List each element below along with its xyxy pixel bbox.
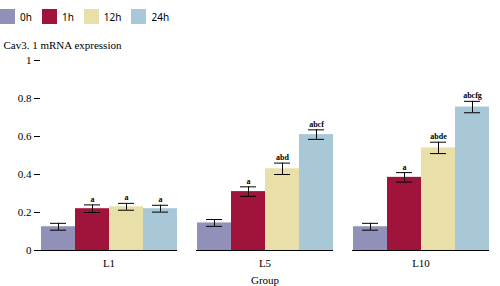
svg-text:abd: abd — [276, 153, 289, 162]
svg-text:0.4: 0.4 — [18, 168, 32, 180]
svg-text:1: 1 — [26, 54, 32, 66]
svg-text:a: a — [403, 163, 407, 172]
svg-text:a: a — [247, 177, 251, 186]
svg-text:Cav3. 1 mRNA expression: Cav3. 1 mRNA expression — [4, 39, 122, 51]
svg-text:L5: L5 — [259, 257, 272, 269]
svg-text:abcfg: abcfg — [463, 91, 482, 100]
svg-text:0.8: 0.8 — [18, 92, 32, 104]
html-text:24h: 24h — [151, 9, 170, 24]
svg-text:a: a — [125, 193, 129, 202]
svg-text:0: 0 — [26, 244, 32, 256]
html-text:0h: 0h — [20, 9, 32, 24]
svg-text:0.2: 0.2 — [18, 206, 32, 218]
svg-text:0.6: 0.6 — [18, 130, 32, 142]
svg-text:a: a — [159, 195, 163, 204]
svg-text:L10: L10 — [412, 257, 430, 269]
html-text:1h: 1h — [61, 9, 74, 24]
svg-text:L1: L1 — [103, 257, 115, 269]
svg-text:abcf: abcf — [309, 120, 324, 129]
html-text:12h: 12h — [103, 9, 122, 24]
svg-text:a: a — [91, 195, 95, 204]
svg-text:abde: abde — [430, 132, 447, 141]
svg-text:Group: Group — [251, 274, 280, 286]
